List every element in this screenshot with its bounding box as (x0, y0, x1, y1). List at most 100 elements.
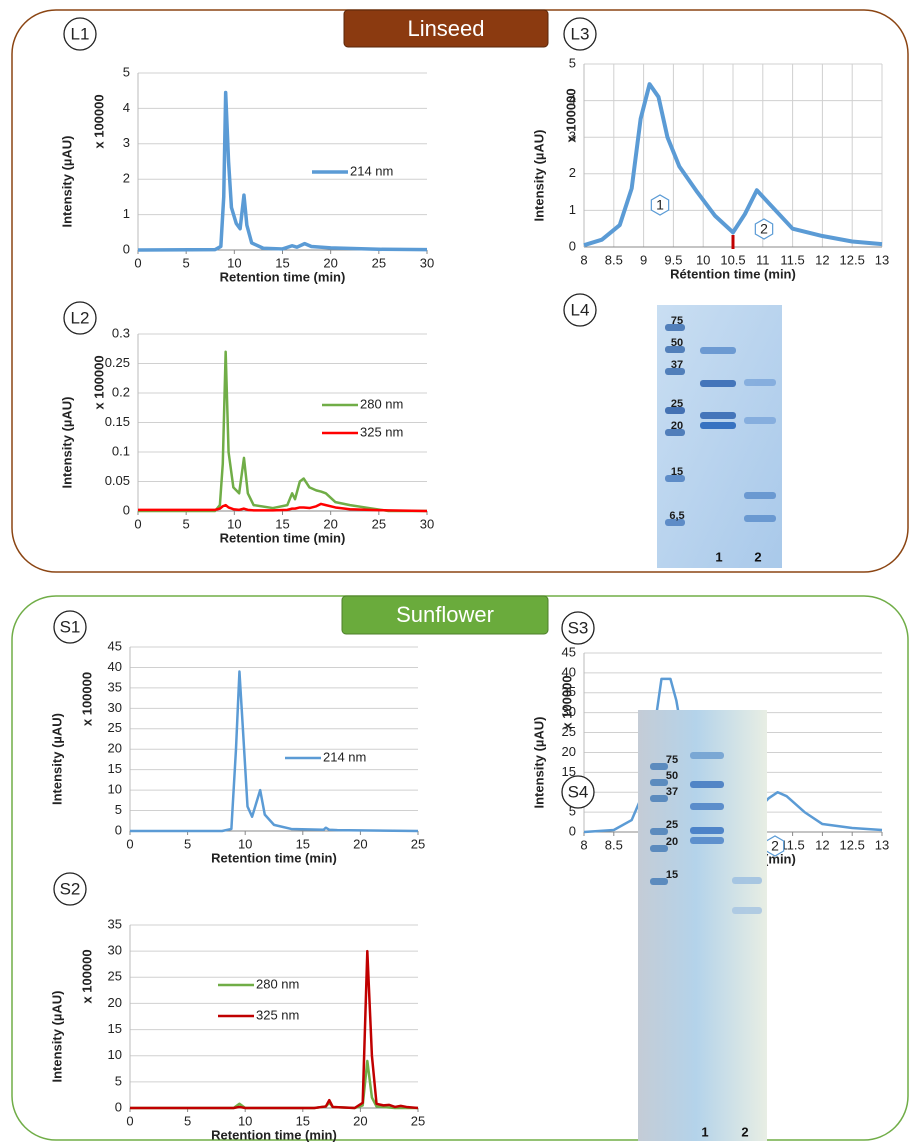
x-tick-label: 11 (756, 252, 770, 267)
x-axis-label: Rétention time (min) (670, 266, 796, 281)
gel-band (665, 346, 685, 353)
y-tick-label: 3 (123, 135, 130, 150)
lane-label: 1 (701, 1124, 708, 1139)
gel-band (650, 878, 668, 885)
y-tick-label: 5 (115, 1073, 122, 1088)
x-tick-label: 13 (875, 837, 889, 852)
marker-label: 50 (666, 770, 678, 782)
y-axis-label: Intensity (µAU) (49, 713, 64, 805)
legend-label: 325 nm (360, 424, 403, 439)
x-tick-label: 25 (372, 255, 386, 270)
annotation: 1 (656, 197, 664, 213)
gel-band (732, 907, 762, 914)
y-axis-unit: x 100000 (563, 88, 578, 142)
x-tick-label: 20 (323, 516, 337, 531)
annotation: 2 (771, 838, 779, 854)
y-tick-label: 0 (115, 822, 122, 837)
x-tick-label: 15 (275, 516, 289, 531)
y-tick-label: 20 (108, 741, 122, 756)
lane-label: 2 (741, 1124, 748, 1139)
x-tick-label: 10.5 (720, 252, 745, 267)
gel-image (638, 710, 767, 1141)
x-tick-label: 25 (372, 516, 386, 531)
data-line (130, 670, 419, 833)
gel-band (665, 475, 685, 482)
y-tick-label: 25 (108, 720, 122, 735)
x-axis-label: Retention time (min) (211, 1127, 337, 1142)
y-tick-label: 40 (108, 659, 122, 674)
legend-label: 280 nm (256, 976, 299, 991)
marker-label: 15 (666, 869, 678, 881)
gel-band (744, 417, 776, 424)
annotation-badge (650, 194, 670, 216)
panel-label: S4 (568, 782, 589, 801)
y-tick-label: 0.15 (105, 414, 130, 429)
y-tick-label: 25 (562, 724, 576, 739)
y-tick-label: 15 (108, 761, 122, 776)
x-tick-label: 0 (126, 1113, 133, 1128)
y-tick-label: 4 (123, 100, 130, 115)
x-tick-label: 10 (227, 255, 241, 270)
annotation-badge (754, 218, 774, 240)
x-tick-label: 20 (353, 836, 367, 851)
marker-label: 20 (671, 420, 683, 432)
marker-label: 37 (671, 359, 683, 371)
x-tick-label: 5 (184, 836, 191, 851)
panel-badge (63, 301, 97, 335)
y-tick-label: 0.3 (112, 325, 130, 340)
x-tick-label: 12.5 (840, 252, 865, 267)
y-tick-label: 35 (562, 684, 576, 699)
x-tick-label: 5 (183, 516, 190, 531)
y-tick-label: 0 (115, 1099, 122, 1114)
y-tick-label: 15 (108, 1021, 122, 1036)
legend-label: 325 nm (256, 1007, 299, 1022)
marker-label: 75 (666, 754, 678, 766)
gel-band (665, 324, 685, 331)
gel-band (665, 368, 685, 375)
gel-band (700, 347, 736, 354)
y-tick-label: 0 (569, 238, 576, 253)
section-title: Sunflower (396, 602, 494, 627)
y-tick-label: 0 (123, 502, 130, 517)
x-tick-label: 8.5 (605, 252, 623, 267)
y-tick-label: 10 (108, 1047, 122, 1062)
gel-band (650, 828, 668, 835)
marker-label: 37 (666, 786, 678, 798)
x-tick-label: 12.5 (840, 837, 865, 852)
marker-label: 25 (671, 398, 683, 410)
gel-band (700, 412, 736, 419)
legend-label: 280 nm (360, 396, 403, 411)
x-tick-label: 20 (353, 1113, 367, 1128)
x-tick-label: 5 (183, 255, 190, 270)
y-tick-label: 45 (562, 644, 576, 659)
y-tick-label: 0.2 (112, 384, 130, 399)
y-tick-label: 0 (569, 823, 576, 838)
y-tick-label: 45 (108, 638, 122, 653)
x-tick-label: 10 (238, 1113, 252, 1128)
x-tick-label: 0 (126, 836, 133, 851)
panel-label: L2 (71, 308, 90, 327)
x-tick-label: 0 (134, 255, 141, 270)
marker-label: 25 (666, 819, 678, 831)
panel-label: S2 (60, 879, 81, 898)
y-tick-label: 20 (562, 744, 576, 759)
gel-band (690, 827, 724, 834)
annotation: 2 (760, 221, 768, 237)
section-title-box (343, 9, 549, 48)
gel-band (690, 781, 724, 788)
gel-band (650, 795, 668, 802)
panel-label: L1 (71, 24, 90, 43)
data-line (138, 350, 427, 513)
x-axis-label: Retention time (min) (220, 530, 346, 545)
section-frame (11, 595, 909, 1141)
x-tick-label: 25 (411, 1113, 425, 1128)
gel-band (690, 803, 724, 810)
y-tick-label: 30 (108, 700, 122, 715)
marker-label: 6,5 (669, 510, 684, 522)
x-axis-label: Retention time (min) (220, 269, 346, 284)
x-tick-label: 15 (296, 1113, 310, 1128)
data-line (583, 82, 883, 248)
gel-band (744, 515, 776, 522)
x-tick-label: 11.5 (780, 252, 804, 267)
